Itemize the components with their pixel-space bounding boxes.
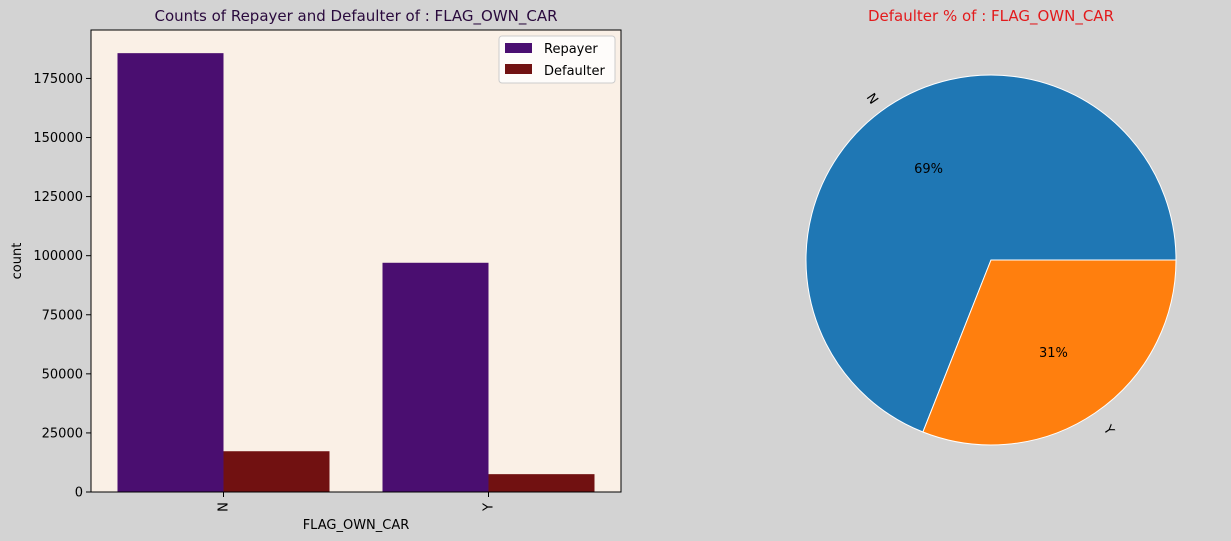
y-tick-label: 50000 <box>42 367 83 382</box>
pie-slice-y <box>922 259 1177 446</box>
x-tick-label: Y <box>482 503 497 512</box>
pie-category-label: N <box>865 89 883 105</box>
pie-percent-label: 69% <box>914 162 943 177</box>
legend-label-repayer: Repayer <box>544 42 598 57</box>
bar-repayer-y <box>382 262 489 492</box>
pie-slice-n <box>805 74 1177 433</box>
bar-chart-title: Counts of Repayer and Defaulter of : FLA… <box>154 7 557 26</box>
pie-percent-label: 31% <box>1039 346 1068 361</box>
legend: Repayer Defaulter <box>498 35 616 84</box>
pie-chart-title: Defaulter % of : FLAG_OWN_CAR <box>868 7 1114 26</box>
y-tick-label: 25000 <box>42 426 83 441</box>
bar-chart: Counts of Repayer and Defaulter of : FLA… <box>10 7 622 533</box>
pie-chart: Defaulter % of : FLAG_OWN_CAR 69% N 31% Y <box>805 7 1177 446</box>
y-tick-label: 175000 <box>33 72 83 87</box>
y-tick-label: 100000 <box>33 249 83 264</box>
pie-category-label: Y <box>1099 422 1116 438</box>
bar-group <box>117 53 595 492</box>
y-tick-label: 75000 <box>42 308 83 323</box>
pie-group: 69% N 31% Y <box>805 74 1177 446</box>
y-axis-ticks: 0 25000 50000 75000 100000 125000 150000 175000 <box>33 72 91 501</box>
legend-swatch-defaulter <box>505 64 532 74</box>
y-tick-label: 0 <box>75 486 83 501</box>
x-tick-label: N <box>217 502 232 512</box>
y-tick-label: 125000 <box>33 190 83 205</box>
bar-repayer-n <box>117 53 224 492</box>
legend-label-defaulter: Defaulter <box>544 64 605 79</box>
bar-defaulter-y <box>488 474 595 492</box>
plot-frame <box>90 29 622 493</box>
legend-swatch-repayer <box>505 43 532 53</box>
y-axis-label: count <box>10 243 25 280</box>
bar-defaulter-n <box>223 451 330 492</box>
x-axis-label: FLAG_OWN_CAR <box>303 518 410 533</box>
y-tick-label: 150000 <box>33 131 83 146</box>
